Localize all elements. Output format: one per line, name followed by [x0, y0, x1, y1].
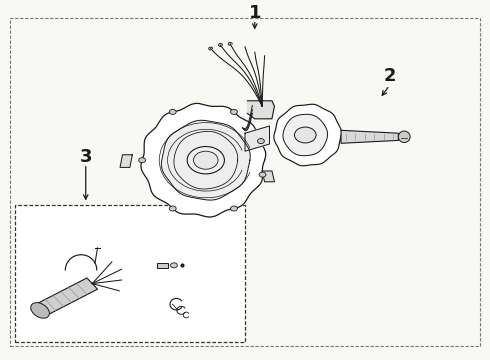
Ellipse shape: [31, 303, 49, 318]
Polygon shape: [120, 155, 132, 167]
Circle shape: [139, 158, 146, 163]
Polygon shape: [341, 130, 398, 143]
Polygon shape: [141, 103, 266, 217]
Polygon shape: [35, 278, 98, 316]
Circle shape: [170, 109, 176, 114]
Polygon shape: [247, 101, 274, 119]
Polygon shape: [262, 171, 274, 182]
Circle shape: [171, 263, 177, 268]
Circle shape: [194, 151, 218, 169]
Circle shape: [259, 172, 266, 177]
Circle shape: [187, 147, 224, 174]
Text: 2: 2: [383, 67, 396, 85]
Circle shape: [169, 206, 176, 211]
Polygon shape: [161, 120, 250, 200]
Circle shape: [294, 127, 316, 143]
Bar: [15, 205, 245, 342]
Bar: [157, 263, 168, 268]
Text: 3: 3: [79, 148, 92, 166]
Circle shape: [230, 206, 237, 211]
Ellipse shape: [398, 131, 410, 143]
Polygon shape: [283, 114, 327, 156]
Polygon shape: [245, 126, 270, 151]
Circle shape: [257, 139, 264, 144]
Circle shape: [230, 109, 237, 114]
Text: 1: 1: [248, 4, 261, 22]
Polygon shape: [274, 104, 342, 166]
